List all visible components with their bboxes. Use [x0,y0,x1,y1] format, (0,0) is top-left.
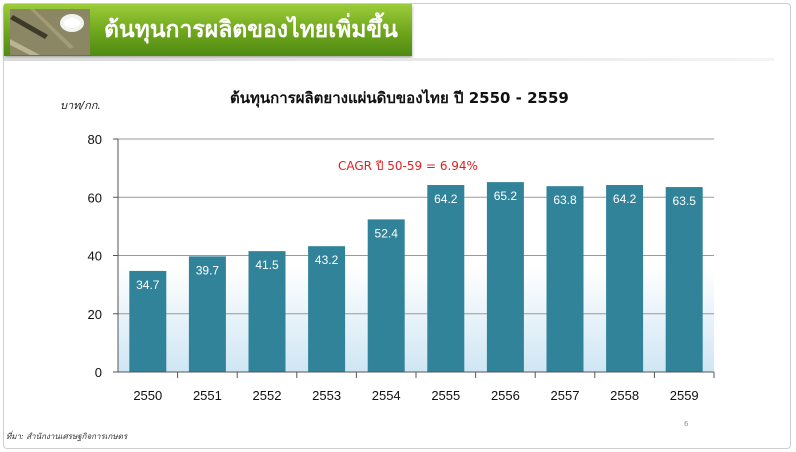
bar-2558 [606,185,644,372]
bar-2552 [248,251,286,372]
page-number: 6 [684,420,689,428]
header-title: ต้นทุนการผลิตของไทยเพิ่มขึ้น [104,17,398,43]
header-divider [4,58,774,61]
rubber-tapping-photo-icon [10,9,90,55]
y-tick-label: 20 [88,307,102,322]
x-tick-label: 2554 [372,388,401,403]
bar-2555 [427,185,465,372]
y-unit-label: บาท/กก. [60,99,101,112]
data-label: 64.2 [434,192,458,206]
data-label: 41.5 [255,258,279,272]
data-label: 34.7 [136,278,160,292]
bar-2556 [486,182,524,372]
x-tick-label: 2553 [312,388,341,403]
data-label: 65.2 [494,189,518,203]
y-tick-label: 80 [88,132,102,147]
data-label: 52.4 [375,226,399,240]
bar-2550 [129,270,167,372]
x-tick-label: 2551 [193,388,222,403]
header-banner: ต้นทุนการผลิตของไทยเพิ่มขึ้น [4,4,412,56]
bar-2551 [188,256,226,372]
y-tick-label: 60 [88,190,102,205]
data-label: 39.7 [196,263,220,277]
x-tick-label: 2550 [133,388,162,403]
y-tick-label: 0 [95,365,102,380]
data-label: 64.2 [613,192,637,206]
bar-2559 [665,187,703,372]
x-tick-label: 2558 [610,388,639,403]
source-note: ที่มา: สำนักงานเศรษฐกิจการเกษตร [6,432,128,441]
x-tick-label: 2559 [670,388,699,403]
data-label: 63.8 [553,193,577,207]
data-label: 43.2 [315,253,339,267]
x-tick-label: 2557 [551,388,580,403]
chart-title: ต้นทุนการผลิตยางแผ่นดิบของไทย ปี 2550 - … [230,89,569,107]
x-tick-label: 2552 [253,388,282,403]
x-tick-label: 2555 [431,388,460,403]
data-label: 63.5 [673,194,697,208]
slide-border [3,3,791,449]
bar-2553 [308,246,346,372]
cagr-annotation: CAGR ปี 50-59 = 6.94% [338,159,478,173]
bar-2557 [546,186,584,372]
bar-2554 [367,219,405,372]
y-tick-label: 40 [88,249,102,264]
x-tick-label: 2556 [491,388,520,403]
